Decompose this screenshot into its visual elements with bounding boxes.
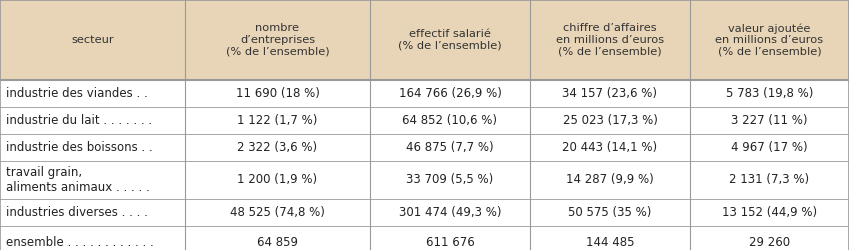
Text: chiffre d’affaires
en millions d’euros
(% de l’ensemble): chiffre d’affaires en millions d’euros (… <box>556 24 664 56</box>
Text: 20 443 (14,1 %): 20 443 (14,1 %) <box>562 141 658 154</box>
Bar <box>0 80 849 250</box>
Text: secteur: secteur <box>71 35 114 45</box>
Text: industrie du lait . . . . . . .: industrie du lait . . . . . . . <box>6 114 152 127</box>
Text: 1 200 (1,9 %): 1 200 (1,9 %) <box>238 174 318 186</box>
Text: travail grain,
aliments animaux . . . . .: travail grain, aliments animaux . . . . … <box>6 166 149 194</box>
Text: 25 023 (17,3 %): 25 023 (17,3 %) <box>563 114 657 127</box>
Text: industries diverses . . . .: industries diverses . . . . <box>6 206 148 219</box>
Text: ensemble . . . . . . . . . . . .: ensemble . . . . . . . . . . . . <box>6 236 154 248</box>
Text: 64 852 (10,6 %): 64 852 (10,6 %) <box>402 114 498 127</box>
Bar <box>0 0 849 80</box>
Text: 50 575 (35 %): 50 575 (35 %) <box>568 206 652 219</box>
Text: 4 967 (17 %): 4 967 (17 %) <box>731 141 807 154</box>
Text: 11 690 (18 %): 11 690 (18 %) <box>235 87 319 100</box>
Text: 2 131 (7,3 %): 2 131 (7,3 %) <box>729 174 810 186</box>
Text: 48 525 (74,8 %): 48 525 (74,8 %) <box>230 206 325 219</box>
Text: 14 287 (9,9 %): 14 287 (9,9 %) <box>566 174 654 186</box>
Text: 1 122 (1,7 %): 1 122 (1,7 %) <box>238 114 318 127</box>
Text: valeur ajoutée
en millions d’euros
(% de l’ensemble): valeur ajoutée en millions d’euros (% de… <box>716 23 824 57</box>
Text: nombre
d’entreprises
(% de l’ensemble): nombre d’entreprises (% de l’ensemble) <box>226 24 329 56</box>
Text: 2 322 (3,6 %): 2 322 (3,6 %) <box>238 141 318 154</box>
Text: effectif salarié
(% de l’ensemble): effectif salarié (% de l’ensemble) <box>398 29 502 51</box>
Text: 611 676: 611 676 <box>425 236 475 248</box>
Text: 13 152 (44,9 %): 13 152 (44,9 %) <box>722 206 817 219</box>
Text: 46 875 (7,7 %): 46 875 (7,7 %) <box>406 141 494 154</box>
Text: 3 227 (11 %): 3 227 (11 %) <box>731 114 807 127</box>
Text: 29 260: 29 260 <box>749 236 790 248</box>
Text: 144 485: 144 485 <box>586 236 634 248</box>
Text: 5 783 (19,8 %): 5 783 (19,8 %) <box>726 87 813 100</box>
Text: 164 766 (26,9 %): 164 766 (26,9 %) <box>398 87 502 100</box>
Text: industrie des viandes . .: industrie des viandes . . <box>6 87 148 100</box>
Text: industrie des boissons . .: industrie des boissons . . <box>6 141 153 154</box>
Text: 64 859: 64 859 <box>257 236 298 248</box>
Text: 34 157 (23,6 %): 34 157 (23,6 %) <box>563 87 657 100</box>
Text: 301 474 (49,3 %): 301 474 (49,3 %) <box>399 206 501 219</box>
Text: 33 709 (5,5 %): 33 709 (5,5 %) <box>407 174 493 186</box>
